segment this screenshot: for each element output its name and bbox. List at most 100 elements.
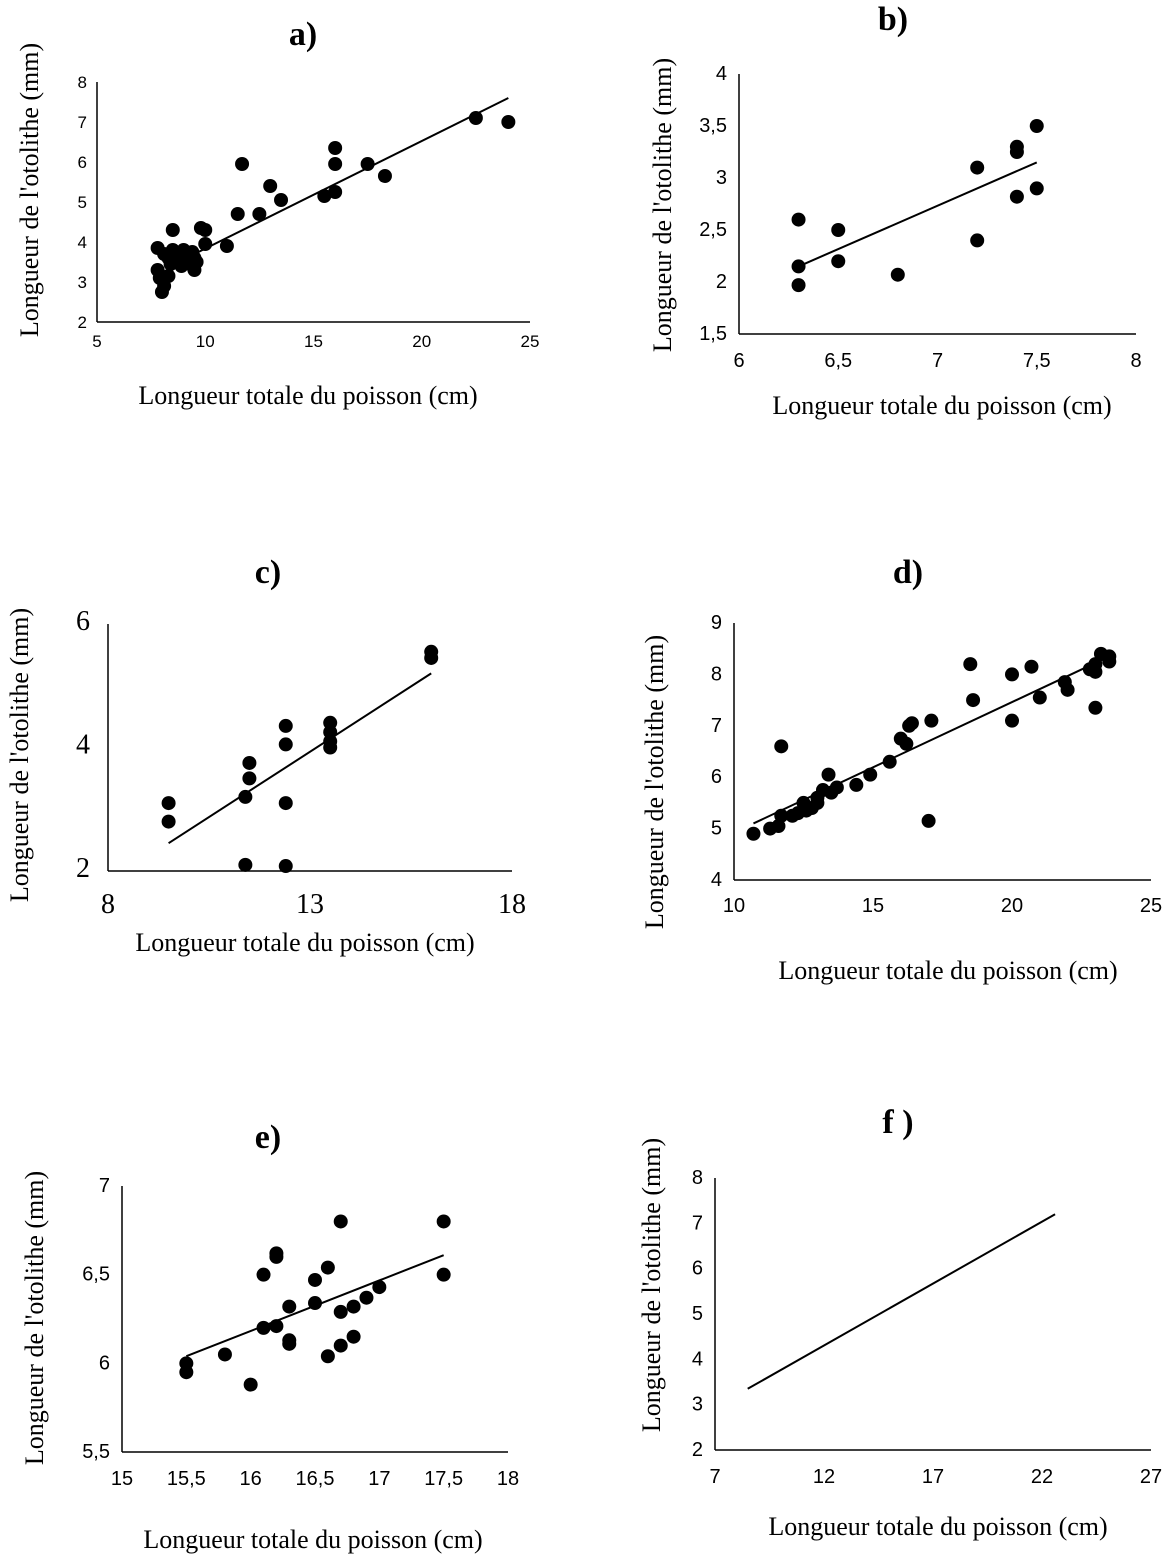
panel-a-x-tick-label: 25: [521, 332, 540, 351]
panel-d-y-tick-label: 5: [711, 818, 722, 840]
panel-d-x-tick-label: 25: [1140, 895, 1162, 917]
panel-a: a) Longueur totale du poisson (cm) Longu…: [15, 16, 539, 410]
panel-d-data-point: [746, 826, 761, 841]
panel-f-y-tick-label: 6: [692, 1258, 703, 1280]
panel-b-data-point: [831, 223, 846, 237]
panel-a-data-point: [328, 185, 343, 199]
panel-d-data-point: [774, 808, 789, 823]
panel-a-data-point: [252, 207, 267, 221]
panel-d-data-point: [921, 813, 936, 828]
panel-f-title: f ): [882, 1104, 913, 1141]
panel-a-data-point: [219, 239, 234, 253]
panel-a-data-point: [468, 111, 483, 125]
panel-a-data-point: [165, 223, 180, 237]
panel-d-y-tick-label: 7: [711, 715, 722, 737]
panel-d-y-tick-label: 6: [711, 766, 722, 788]
panel-d-x-tick-label: 20: [1001, 895, 1023, 917]
panel-e-data-point: [308, 1272, 322, 1287]
panel-b-data-point: [791, 259, 806, 274]
panel-e-data-point: [179, 1365, 194, 1380]
panel-f-x-tick-label: 27: [1140, 1466, 1162, 1488]
panel-e-data-point: [282, 1299, 297, 1314]
panel-a-y-tick-label: 4: [78, 233, 87, 252]
panel-c: c) Longueur totale du poisson (cm) Longu…: [5, 554, 526, 957]
panel-b-x-tick-label: 6,5: [824, 350, 852, 372]
panel-b-data-point: [1029, 119, 1044, 133]
panel-a-data-point: [328, 141, 343, 155]
panel-d-data-point: [821, 767, 836, 782]
panel-a-title: a): [289, 16, 317, 53]
panel-e-data-point: [217, 1347, 232, 1362]
panel-e-data-point: [320, 1260, 335, 1275]
panel-d-y-tick-label: 4: [711, 869, 722, 891]
panel-e-data-point: [269, 1319, 284, 1334]
panel-d-x-tick-label: 15: [862, 895, 884, 917]
panel-a-y-tick-label: 5: [78, 193, 87, 212]
panel-b-trendline: [798, 161, 1038, 268]
panel-c-y-tick-label: 2: [76, 853, 90, 884]
panel-b-xlabel: Longueur totale du poisson (cm): [772, 391, 1111, 420]
panel-f-x-tick-label: 22: [1031, 1466, 1053, 1488]
panel-d-data-point: [1060, 682, 1075, 697]
panel-a-data-point: [189, 255, 204, 269]
panel-f-y-tick-label: 7: [692, 1212, 703, 1234]
panel-c-trendline: [168, 672, 432, 845]
panel-b-ylabel: Longueur de l'otolithe (mm): [648, 58, 677, 352]
panel-a-data-point: [161, 269, 176, 283]
panel-d-data-point: [1088, 664, 1103, 679]
panel-e-data-point: [346, 1329, 361, 1344]
panel-d-data-point: [882, 754, 897, 769]
panel-f-xlabel: Longueur totale du poisson (cm): [768, 1512, 1107, 1541]
panel-d-data-point: [849, 777, 864, 792]
panel-c-x-tick-label: 8: [101, 889, 115, 920]
panel-d-data-point: [863, 767, 878, 782]
panel-f-trendline: [747, 1213, 1056, 1390]
panel-a-y-tick-label: 6: [78, 153, 87, 172]
panel-c-data-point: [161, 796, 176, 811]
panel-b-data-point: [791, 212, 806, 227]
panel-d-y-tick-label: 9: [711, 612, 722, 634]
panel-a-x-tick-label: 5: [92, 332, 101, 351]
panel-e-data-point: [308, 1296, 322, 1311]
panel-b-x-tick-label: 7,5: [1023, 350, 1051, 372]
panel-d-data-point: [1102, 654, 1117, 669]
panel-a-y-tick-label: 7: [78, 113, 87, 132]
panel-f-x-tick-label: 17: [922, 1466, 944, 1488]
panel-b-x-tick-label: 7: [932, 350, 943, 372]
panel-b-x-tick-label: 6: [733, 350, 744, 372]
panel-e-x-tick-label: 17: [368, 1468, 390, 1490]
panel-e-data-point: [243, 1377, 258, 1392]
panel-c-y-tick-label: 4: [76, 730, 90, 761]
panel-c-data-point: [424, 650, 439, 665]
panel-e-x-tick-label: 16,5: [296, 1468, 335, 1490]
panel-d-data-point: [1005, 713, 1019, 728]
panel-a-data-point: [377, 169, 392, 183]
panel-d-data-point: [966, 693, 981, 708]
panel-e-y-tick-label: 6: [99, 1352, 110, 1374]
panel-e-x-tick-label: 16: [240, 1468, 262, 1490]
panel-f: f ) Longueur totale du poisson (cm) Long…: [637, 1104, 1162, 1541]
panel-d-data-point: [774, 739, 789, 754]
panel-e: e) Longueur totale du poisson (cm) Longu…: [20, 1119, 519, 1554]
panel-b-data-point: [1009, 145, 1024, 159]
panel-e-xlabel: Longueur totale du poisson (cm): [143, 1525, 482, 1554]
panel-c-data-point: [242, 771, 257, 786]
panel-f-x-tick-label: 7: [709, 1466, 720, 1488]
panel-c-y-tick-label: 6: [76, 606, 90, 637]
panel-d-data-point: [924, 713, 939, 728]
panel-b-data-point: [831, 254, 846, 269]
panel-a-x-tick-label: 10: [196, 332, 215, 351]
panel-e-data-point: [372, 1280, 387, 1295]
panel-b: b) Longueur totale du poisson (cm) Longu…: [648, 1, 1142, 420]
panel-f-y-tick-label: 2: [692, 1439, 703, 1461]
panel-d-ylabel: Longueur de l'otolithe (mm): [640, 635, 669, 929]
panel-a-data-point: [230, 207, 245, 221]
panel-a-x-tick-label: 15: [304, 332, 323, 351]
panel-c-x-tick-label: 13: [296, 889, 324, 920]
panel-c-ylabel: Longueur de l'otolithe (mm): [5, 608, 34, 902]
panel-e-data-point: [256, 1267, 271, 1282]
panel-e-y-tick-label: 5,5: [82, 1441, 110, 1463]
panel-a-y-tick-label: 8: [78, 73, 87, 92]
panel-a-trendline: [193, 97, 509, 255]
